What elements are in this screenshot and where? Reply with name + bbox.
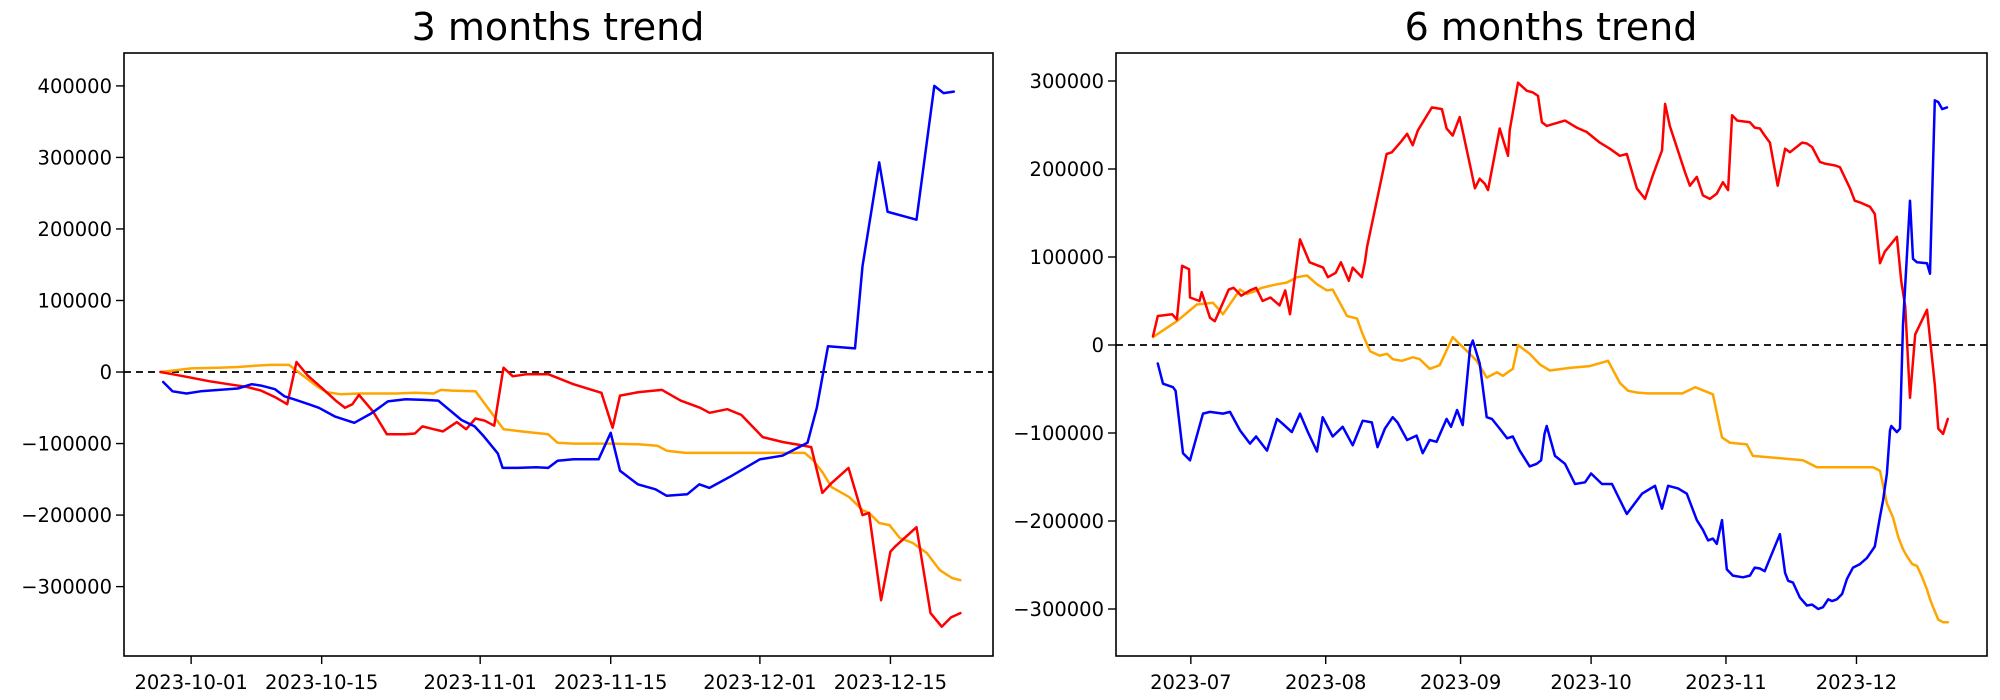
chart-6-months-canvas: 6 months trend 300000 200000 100000 0 −10000… [1013,5,1988,694]
x-tick-label: 2023-12 [1816,671,1897,694]
chart-title: 3 months trend [412,5,705,49]
y-tick-label: −100000 [21,433,112,456]
series-line-orange [159,363,962,582]
y-tick-label: 0 [1092,334,1104,357]
x-tick-label: 2023-08 [1285,671,1366,694]
y-tick-label: −200000 [1013,510,1104,533]
series-line-red [1151,81,1950,436]
y-tick-label: 200000 [1030,158,1104,181]
plot-area: 300000 200000 100000 0 −100000 −200000 −300000… [1013,52,1988,694]
y-tick-label: −300000 [1013,598,1104,621]
chart-3-months: 3 months trend 400000 300000 200000 100000 0… [21,5,994,694]
y-tick-label: 200000 [38,218,112,241]
y-tick-label: −200000 [21,504,112,527]
chart-3-months-canvas: 3 months trend 400000 300000 200000 100000 0… [21,5,994,694]
y-tick-label: −300000 [21,576,112,599]
x-tick-label: 2023-11-01 [424,671,537,694]
x-tick-label: 2023-07 [1150,671,1231,694]
axes-frame [123,52,994,657]
x-tick-label: 2023-10-01 [134,671,247,694]
x-tick-label: 2023-12-15 [834,671,947,694]
y-tick-label: 300000 [38,146,112,169]
y-tick-label: −100000 [1013,422,1104,445]
chart-title: 6 months trend [1405,5,1698,49]
x-tick-label: 2023-11 [1685,671,1766,694]
y-tick-label: 0 [100,361,112,384]
x-tick-label: 2023-11-15 [554,671,667,694]
y-tick-label: 300000 [1030,70,1104,93]
chart-6-months: 6 months trend 300000 200000 100000 0 −10000… [1000,0,2000,700]
plot-area: 400000 300000 200000 100000 0 −100000 −200000 −… [21,52,994,694]
series-line-orange [1151,274,1950,624]
x-tick-label: 2023-10-15 [265,671,378,694]
series-line-red [159,360,962,628]
x-tick-label: 2023-09 [1420,671,1501,694]
y-tick-label: 100000 [38,289,112,312]
series-line-blue [1156,99,1949,611]
series-line-blue [161,84,956,498]
y-tick-label: 100000 [1030,246,1104,269]
x-tick-label: 2023-10 [1550,671,1631,694]
axes-frame [1115,52,1988,657]
y-tick-label: 400000 [38,75,112,98]
x-tick-label: 2023-12-01 [703,671,816,694]
